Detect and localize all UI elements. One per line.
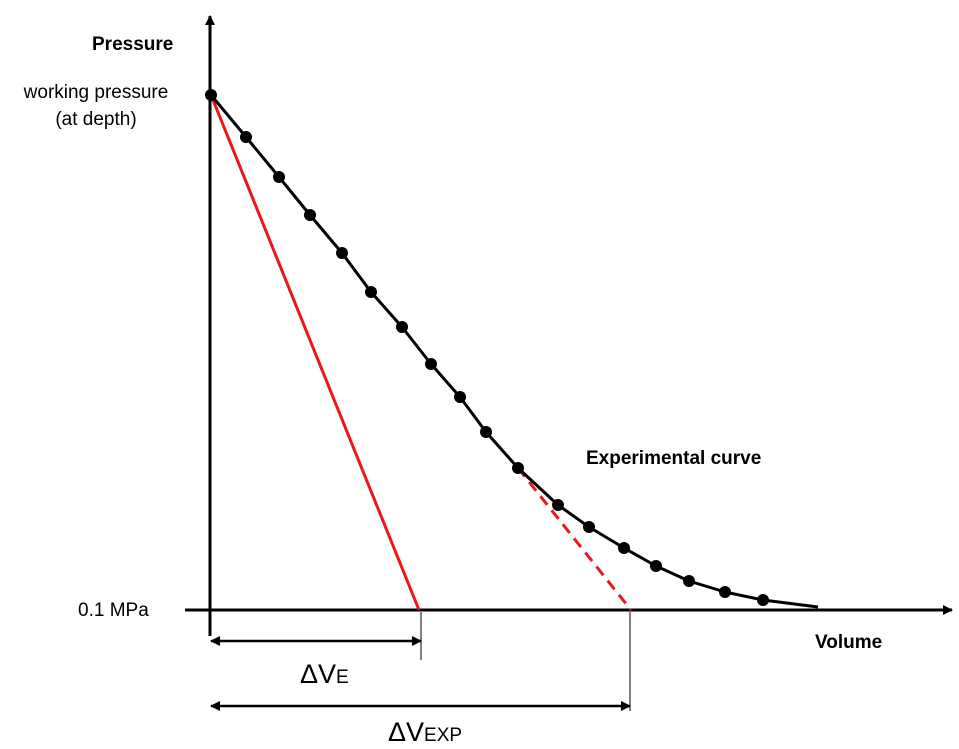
dv-e-delta: ΔV bbox=[300, 659, 336, 689]
working-pressure-label: working pressure bbox=[23, 82, 169, 103]
data-point bbox=[512, 462, 524, 474]
data-point bbox=[304, 209, 316, 221]
data-point bbox=[650, 560, 662, 572]
elastic-tangent-line bbox=[209, 94, 421, 611]
dv-exp-subscript: EXP bbox=[424, 725, 462, 746]
experimental-data-points bbox=[205, 89, 769, 606]
working-pressure-sublabel: (at depth) bbox=[55, 109, 136, 130]
data-point bbox=[480, 426, 492, 438]
data-point bbox=[205, 89, 217, 101]
data-point bbox=[618, 542, 630, 554]
data-point bbox=[240, 131, 252, 143]
dv-e-subscript: E bbox=[336, 667, 349, 688]
experimental-tangent-extension bbox=[516, 467, 633, 611]
data-point bbox=[336, 247, 348, 259]
dv-e-label: ΔVE bbox=[300, 659, 349, 689]
data-point bbox=[454, 391, 466, 403]
data-point bbox=[683, 575, 695, 587]
experimental-curve bbox=[209, 94, 819, 609]
data-point bbox=[273, 171, 285, 183]
curve-label: Experimental curve bbox=[586, 448, 761, 469]
data-point bbox=[552, 499, 564, 511]
y-axis-label: Pressure bbox=[92, 34, 173, 55]
data-point bbox=[396, 321, 408, 333]
data-point bbox=[425, 358, 437, 370]
data-point bbox=[583, 521, 595, 533]
bottom-pressure-label: 0.1 MPa bbox=[78, 600, 149, 621]
dv-exp-label: ΔVEXP bbox=[388, 717, 462, 747]
data-point bbox=[757, 594, 769, 606]
data-point bbox=[365, 286, 377, 298]
data-point bbox=[719, 586, 731, 598]
dv-exp-delta: ΔV bbox=[388, 717, 424, 747]
x-axis-label: Volume bbox=[815, 632, 882, 653]
